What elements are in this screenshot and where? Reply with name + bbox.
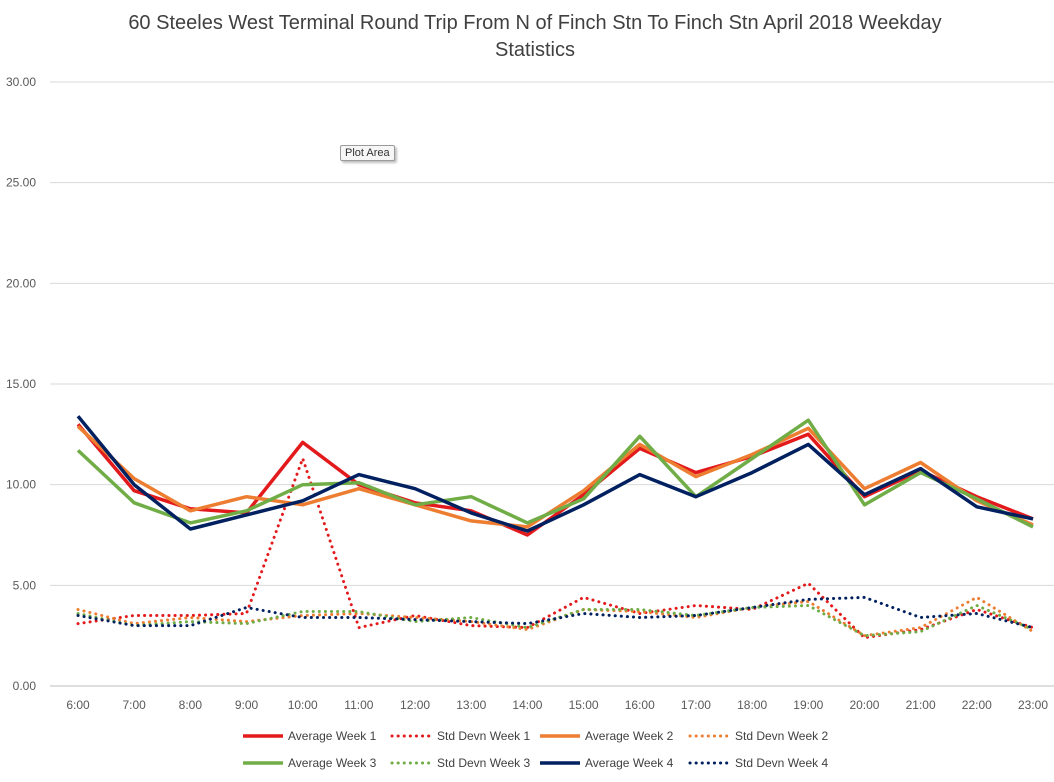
x-tick-label: 19:00: [793, 698, 823, 712]
series-line[interactable]: [76, 595, 1035, 630]
x-tick-label: 8:00: [179, 698, 203, 712]
legend-label: Std Devn Week 4: [735, 756, 828, 770]
x-tick-label: 7:00: [122, 698, 146, 712]
x-tick-label: 18:00: [737, 698, 767, 712]
y-tick-label: 5.00: [13, 578, 37, 592]
x-tick-label: 21:00: [906, 698, 936, 712]
series-line[interactable]: [76, 415, 1034, 533]
legend-label: Std Devn Week 1: [437, 729, 530, 743]
x-tick-label: 14:00: [512, 698, 542, 712]
x-tick-label: 10:00: [288, 698, 318, 712]
chart-title-line-1: 60 Steeles West Terminal Round Trip From…: [128, 12, 941, 34]
series-line[interactable]: [76, 425, 1034, 529]
y-tick-label: 0.00: [13, 679, 37, 693]
x-tick-label: 9:00: [235, 698, 259, 712]
legend-label: Std Devn Week 2: [735, 729, 828, 743]
y-tick-label: 15.00: [6, 377, 36, 391]
x-tick-label: 11:00: [344, 698, 373, 712]
y-tick-label: 25.00: [6, 176, 36, 190]
series-lines[interactable]: [76, 415, 1035, 640]
legend: Average Week 1 Std Devn Week 1 Average Wee…: [243, 729, 828, 770]
legend-label: Average Week 1: [288, 729, 377, 743]
x-tick-label: 15:00: [569, 698, 599, 712]
x-tick-label: 13:00: [456, 698, 486, 712]
gridlines: [50, 81, 1054, 687]
x-tick-label: 16:00: [625, 698, 655, 712]
chart-title-line-2: Statistics: [495, 39, 575, 61]
y-tick-label: 10.00: [6, 478, 36, 492]
legend-label: Std Devn Week 3: [437, 756, 530, 770]
x-tick-label: 17:00: [681, 698, 711, 712]
y-tick-label: 20.00: [6, 276, 36, 290]
x-tick-label: 22:00: [962, 698, 992, 712]
x-tick-label: 20:00: [849, 698, 879, 712]
legend-label: Average Week 4: [585, 756, 674, 770]
series-line[interactable]: [76, 604, 1035, 638]
legend-label: Average Week 2: [585, 729, 674, 743]
x-tick-label: 6:00: [66, 698, 90, 712]
x-tick-label: 23:00: [1018, 698, 1048, 712]
series-line[interactable]: [76, 418, 1034, 529]
y-tick-label: 30.00: [6, 75, 36, 89]
x-tick-label: 12:00: [400, 698, 430, 712]
plot-area-tooltip: Plot Area: [340, 145, 395, 161]
x-axis-ticks: 6:00 7:00 8:00 9:00 10:00 11:00 12:00 13:00 14:0…: [66, 698, 1048, 712]
y-axis-ticks: 0.00 5.00 10.00 15.00 20.00 25.00 30.00: [6, 75, 36, 693]
legend-label: Average Week 3: [288, 756, 377, 770]
